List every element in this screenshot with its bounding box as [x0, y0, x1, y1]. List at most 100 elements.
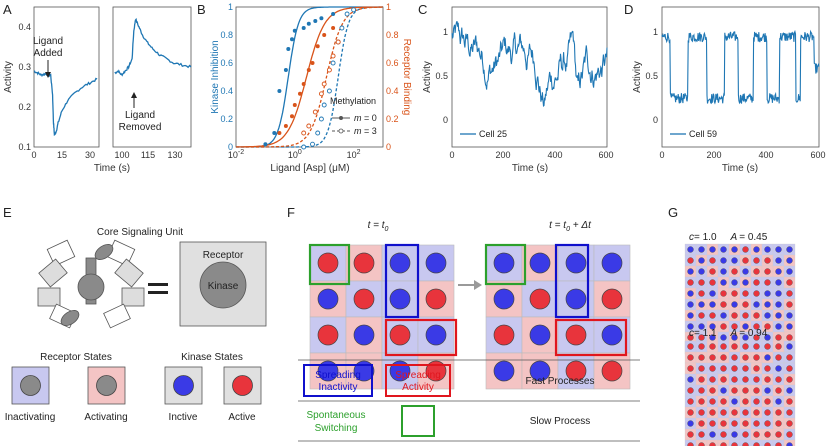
lattice-kinase — [742, 365, 749, 372]
panel-c-trace — [451, 21, 608, 107]
legend-spontaneous-box — [401, 405, 435, 437]
data-point — [301, 26, 306, 30]
data-point — [319, 16, 324, 21]
csu-kinase — [77, 273, 105, 301]
lattice-kinase — [731, 398, 738, 405]
lattice-kinase — [731, 257, 738, 264]
lattice-kinase — [775, 246, 782, 253]
lattice-kinase — [529, 252, 551, 274]
panel-e: Core Signaling Unit Receptor Kinase Rece… — [5, 227, 267, 423]
lattice-kinase — [775, 279, 782, 286]
core-signaling-unit-drawing — [37, 239, 145, 329]
panel-a: 0.1 0.2 0.3 0.4 0 15 30 100 115 130 Time… — [3, 6, 192, 174]
panel-label-e: E — [3, 205, 12, 220]
lattice-kinase — [601, 360, 623, 382]
data-point — [306, 68, 311, 72]
lattice-kinase — [786, 279, 793, 286]
lattice-kinase — [720, 398, 727, 405]
lattice-kinase — [565, 252, 587, 274]
lattice-kinase — [687, 246, 694, 253]
lattice-kinase — [687, 409, 694, 416]
lattice-kinase — [687, 343, 694, 350]
lattice-kinase — [786, 268, 793, 275]
panel-g-bottom-params: c= 1.1 A = 0.94 — [689, 328, 768, 339]
lattice-kinase — [764, 387, 771, 394]
lattice-kinase — [742, 431, 749, 438]
receptor-label: Receptor — [203, 250, 244, 261]
lattice-kinase — [775, 420, 782, 427]
panel-b-points — [263, 7, 357, 150]
legend-spreading-inactivity-l2: Inactivity — [319, 382, 358, 393]
panel-a-xtick: 30 — [85, 150, 95, 160]
panel-b-ylabel-left: Kinase Inhibition — [210, 40, 221, 113]
data-point — [292, 28, 297, 33]
panel-a-trace-after — [114, 17, 192, 77]
data-point — [272, 131, 277, 135]
panel-b-xtick: 10-2 — [228, 149, 244, 160]
equals-sign-bottom — [148, 291, 168, 294]
panel-b: 0 0.2 0.4 0.6 0.8 1 0 0.2 0.4 0.6 0.8 1 10-2 100 102… — [210, 2, 412, 174]
lattice-kinase — [687, 334, 694, 341]
lattice-kinase — [493, 288, 515, 310]
lattice-kinase — [493, 252, 515, 274]
data-point — [290, 37, 294, 42]
lattice-kinase — [698, 387, 705, 394]
lattice-kinase — [720, 290, 727, 297]
lattice-kinase — [731, 334, 738, 341]
lattice-kinase — [775, 387, 782, 394]
lattice-kinase — [753, 409, 760, 416]
state-label-inactivating: Inactivating — [5, 412, 56, 423]
legend-spontaneous-l1: Spontaneous — [307, 410, 366, 421]
data-point — [351, 7, 357, 13]
data-point — [335, 39, 341, 45]
panel-f-title-right: t = t0 + Δt — [549, 220, 592, 233]
lattice-kinase — [753, 376, 760, 383]
lattice-kinase — [753, 257, 760, 264]
spreading-inactivity-box-right — [554, 243, 590, 319]
legend-m3-label: m = 3 — [354, 126, 377, 136]
lattice-kinase — [709, 376, 716, 383]
lattice-kinase — [709, 290, 716, 297]
data-point — [310, 141, 315, 147]
data-point — [286, 47, 291, 51]
legend-spreading-inactivity-l1: Spreading — [315, 370, 361, 381]
ligand-added-label: Added — [34, 48, 63, 59]
lattice-kinase — [698, 398, 705, 405]
lattice-before — [309, 244, 455, 390]
ligand-removed-label: Removed — [119, 122, 162, 133]
equals-sign-top — [148, 283, 168, 286]
panel-b-ytick-right: 0 — [386, 142, 391, 152]
csu-receptor-lower-right — [103, 303, 131, 329]
lattice-kinase — [731, 387, 738, 394]
panel-b-ytick-left: 0.4 — [220, 86, 233, 96]
panel-b-ytick-right: 0.4 — [386, 86, 399, 96]
lattice-kinase — [389, 288, 411, 310]
lattice-kinase — [753, 301, 760, 308]
spontaneous-switch-box-left — [308, 243, 351, 286]
lattice-kinase — [786, 365, 793, 372]
lattice-kinase — [698, 420, 705, 427]
lattice-kinase — [731, 301, 738, 308]
panel-labels: A B C D E F G — [3, 2, 678, 220]
panel-c-xtick: 0 — [449, 150, 454, 160]
lattice-kinase — [731, 409, 738, 416]
lattice-kinase — [786, 312, 793, 319]
panel-f-title-left: t = t0 — [368, 220, 389, 233]
lattice-kinase — [698, 312, 705, 319]
panel-a-ytick: 0.4 — [18, 22, 31, 32]
lattice-kinase — [709, 279, 716, 286]
lattice-kinase — [709, 343, 716, 350]
data-point — [301, 130, 307, 136]
state-label-active: Active — [228, 412, 256, 423]
lattice-kinase — [687, 398, 694, 405]
lattice-kinase — [786, 376, 793, 383]
lattice-kinase — [764, 376, 771, 383]
lattice-kinase — [731, 268, 738, 275]
lattice-kinase — [753, 312, 760, 319]
lattice-cell — [485, 280, 523, 318]
state-activating-kinase — [96, 375, 117, 396]
lattice-kinase — [389, 324, 411, 346]
lattice-kinase — [720, 420, 727, 427]
lattice-kinase — [786, 301, 793, 308]
